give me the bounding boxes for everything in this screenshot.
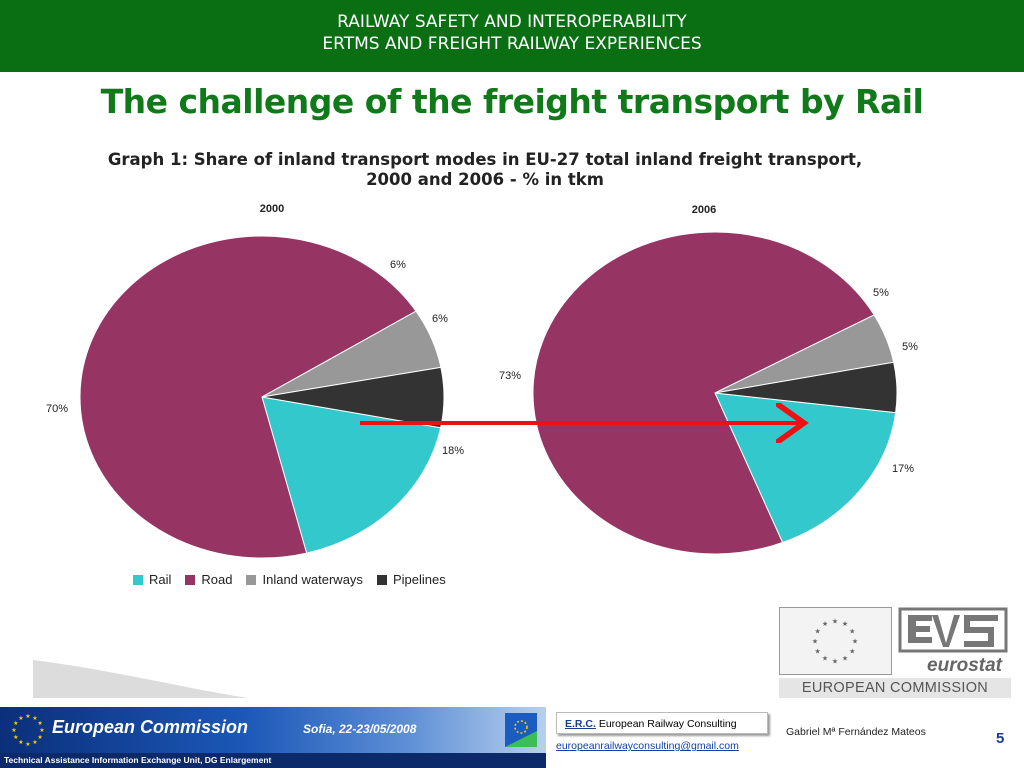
slice-label-inland-waterways: 5%	[873, 287, 889, 299]
star-icon: ★	[822, 620, 828, 628]
pie-charts: 18% 70% 6% 6% 2000 17% 73% 5% 5% 2006	[46, 203, 918, 559]
footer-commission-name: European Commission	[52, 717, 249, 737]
star-icon: ★	[812, 637, 818, 645]
pie-title-2000: 2000	[260, 203, 284, 215]
legend-swatch-road	[185, 574, 196, 585]
erc-badge: E.R.C. European Railway Consulting	[556, 712, 768, 734]
erc-name: European Railway Consulting	[598, 718, 737, 730]
slice-label-rail: 18%	[442, 445, 464, 457]
pie-slice-road	[79, 235, 417, 559]
star-icon: ★	[18, 715, 23, 722]
slice-label-pipelines: 6%	[432, 313, 448, 325]
header-line-1: RAILWAY SAFETY AND INTEROPERABILITY	[337, 12, 687, 32]
email-link[interactable]: europeanrailwayconsulting@gmail.com	[556, 740, 739, 752]
star-icon: ★	[39, 727, 44, 734]
star-icon: ★	[815, 627, 821, 635]
star-icon: ★	[849, 627, 855, 635]
pie-chart-2000: 18% 70% 6% 6% 2000	[46, 203, 464, 559]
star-icon: ★	[18, 739, 23, 746]
erc-abbr: E.R.C.	[565, 718, 596, 730]
eurostat-logo: eurostat	[898, 607, 1008, 676]
pie-title-2006: 2006	[692, 204, 716, 216]
pie-slice-pipelines	[261, 366, 445, 429]
pie-chart-2006: 17% 73% 5% 5% 2006	[499, 204, 918, 555]
star-icon: ★	[32, 739, 37, 746]
graph-title-line-1: Graph 1: Share of inland transport modes…	[107, 150, 863, 169]
graph-title-line-2: 2000 and 2006 - % in tkm	[366, 170, 604, 189]
star-icon: ★	[37, 720, 42, 727]
author-name: Gabriel Mª Fernández Mateos	[786, 726, 926, 738]
eu-flag-logo: ★ ★ ★ ★ ★ ★ ★ ★ ★ ★ ★ ★	[779, 607, 892, 675]
pie-slice-rail	[261, 396, 442, 554]
star-icon: ★	[832, 657, 838, 665]
star-icon: ★	[37, 734, 42, 741]
star-icon: ★	[842, 655, 848, 663]
star-icon: ★	[11, 727, 16, 734]
slice-label-road: 73%	[499, 370, 521, 382]
pie-slice-pipelines	[714, 361, 898, 414]
star-icon: ★	[13, 734, 18, 741]
star-icon: ★	[832, 617, 838, 625]
star-icon: ★	[842, 620, 848, 628]
slice-label-inland-waterways: 6%	[390, 259, 406, 271]
footer-bar: ★ ★ ★ ★ ★ ★ ★ ★ ★ ★ ★ ★ European Commission Sofia, …	[0, 707, 546, 768]
star-icon: ★	[852, 637, 858, 645]
star-icon: ★	[822, 655, 828, 663]
footer-taiex: Technical Assistance Information Exchang…	[0, 753, 546, 768]
eu-flag-icon	[505, 713, 537, 747]
star-icon: ★	[13, 720, 18, 727]
slice-label-road: 70%	[46, 403, 68, 415]
pie-slice-road	[532, 231, 875, 555]
chart-legend: Rail Road Inland waterways Pipelines	[133, 572, 446, 587]
star-icon: ★	[849, 647, 855, 655]
star-icon: ★	[25, 741, 30, 748]
legend-swatch-pipelines	[376, 574, 387, 585]
slide-title: The challenge of the freight transport b…	[100, 82, 924, 121]
legend-label-road: Road	[201, 572, 233, 587]
pie-slice-rail	[714, 392, 897, 544]
footer-event: Sofia, 22-23/05/2008	[303, 722, 417, 736]
legend-label-inland-waterways: Inland waterways	[262, 572, 363, 587]
page-number: 5	[996, 730, 1005, 747]
legend-swatch-inland-waterways	[246, 574, 257, 585]
star-icon: ★	[815, 647, 821, 655]
slide-header: RAILWAY SAFETY AND INTEROPERABILITY ERTM…	[0, 0, 1024, 72]
european-commission-label: EUROPEAN COMMISSION	[779, 678, 1011, 698]
eu-stars-icon: ★★★★★★★★★ ★ ★★	[11, 713, 44, 748]
star-icon: ★	[32, 715, 37, 722]
legend-label-rail: Rail	[149, 572, 172, 587]
legend-swatch-rail	[133, 574, 143, 585]
decorative-swoosh	[33, 660, 248, 698]
star-icon: ★	[25, 713, 30, 720]
graph-title: Graph 1: Share of inland transport modes…	[40, 150, 930, 190]
header-line-2: ERTMS AND FREIGHT RAILWAY EXPERIENCES	[322, 34, 702, 54]
legend-label-pipelines: Pipelines	[392, 572, 446, 587]
eurostat-wordmark: eurostat	[927, 655, 1003, 675]
slice-label-pipelines: 5%	[902, 341, 918, 353]
slice-label-rail: 17%	[892, 463, 914, 475]
